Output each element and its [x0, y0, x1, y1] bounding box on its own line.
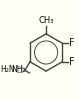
- FancyBboxPatch shape: [15, 67, 23, 72]
- Text: CH₃: CH₃: [38, 16, 54, 25]
- Text: F: F: [69, 38, 75, 48]
- Text: H₂N: H₂N: [0, 65, 15, 74]
- Text: F: F: [69, 57, 75, 67]
- Text: NH₂: NH₂: [11, 65, 26, 74]
